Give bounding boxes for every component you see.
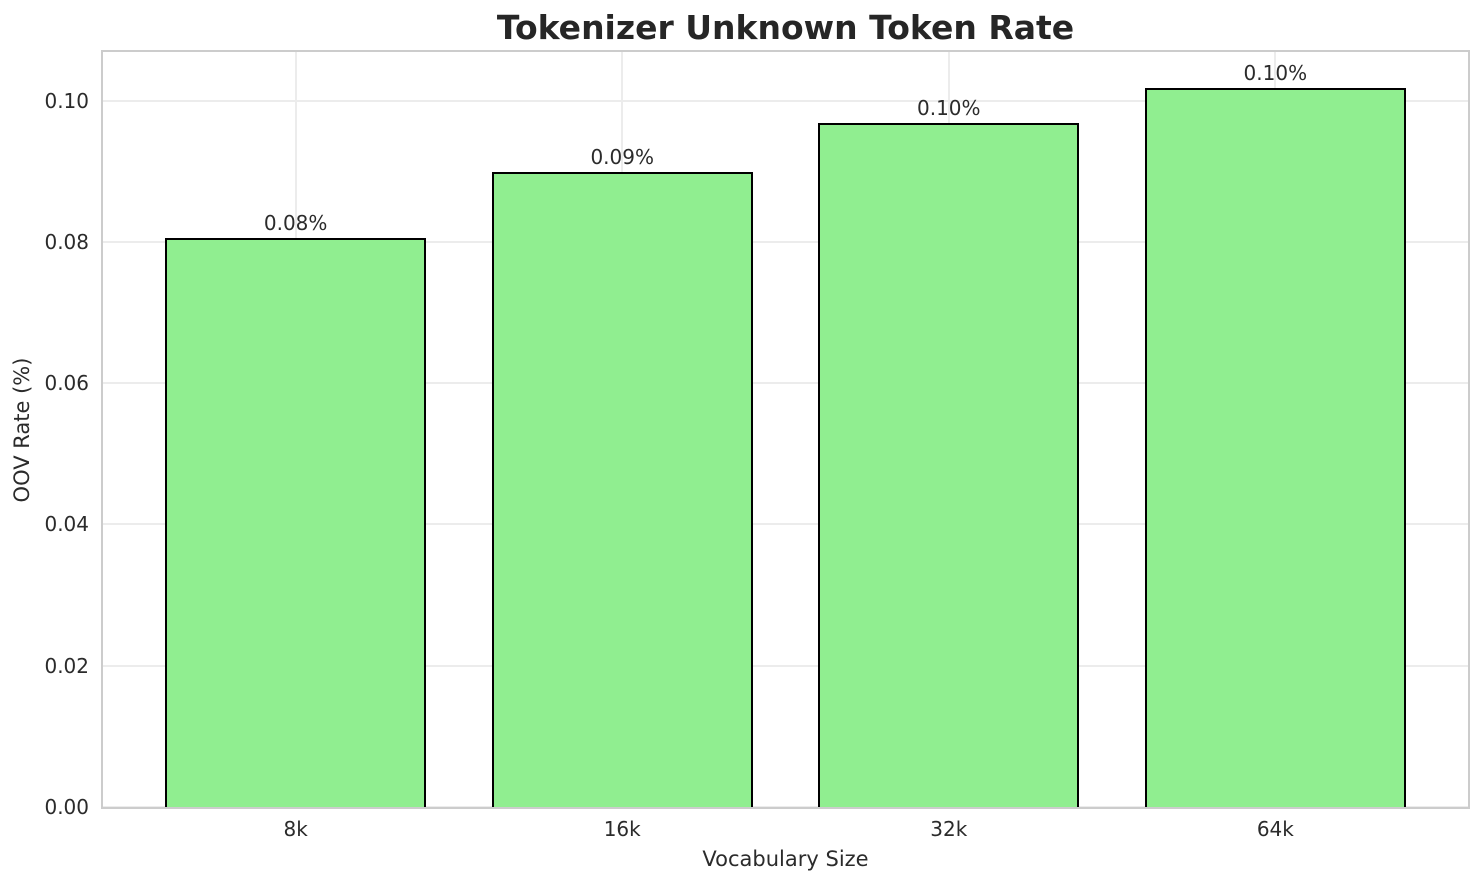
y-tick-label: 0.00	[44, 795, 89, 819]
y-tick-label: 0.10	[44, 88, 89, 113]
x-tick-label: 8k	[283, 817, 308, 841]
bar-value-label: 0.09%	[590, 145, 654, 170]
plot-area: 0.08% 0.09% 0.10% 0.10%	[101, 50, 1470, 809]
gridline-h	[103, 99, 1468, 102]
y-tick-label: 0.06	[44, 371, 89, 396]
chart-title: Tokenizer Unknown Token Rate	[496, 8, 1075, 47]
x-axis-label: Vocabulary Size	[702, 847, 869, 871]
y-tick-label: 0.08	[44, 229, 89, 254]
gridline-h	[103, 523, 1468, 526]
bar	[165, 238, 427, 807]
bar	[1144, 88, 1406, 807]
x-tick-label: 32k	[930, 817, 968, 841]
y-tick-label: 0.02	[44, 653, 89, 678]
bar	[491, 172, 753, 807]
bar-value-label: 0.08%	[263, 211, 328, 236]
bar-value-label: 0.10%	[1243, 61, 1308, 86]
gridline-h	[103, 806, 1468, 807]
gridline-h	[103, 664, 1468, 667]
gridline-h	[103, 240, 1468, 243]
x-tick-label: 64k	[1256, 817, 1294, 841]
x-tick-label: 16k	[603, 817, 641, 841]
gridline-h	[103, 382, 1468, 385]
bar	[818, 122, 1080, 807]
y-tick-label: 0.04	[44, 512, 89, 537]
bar-value-label: 0.10%	[916, 95, 981, 120]
